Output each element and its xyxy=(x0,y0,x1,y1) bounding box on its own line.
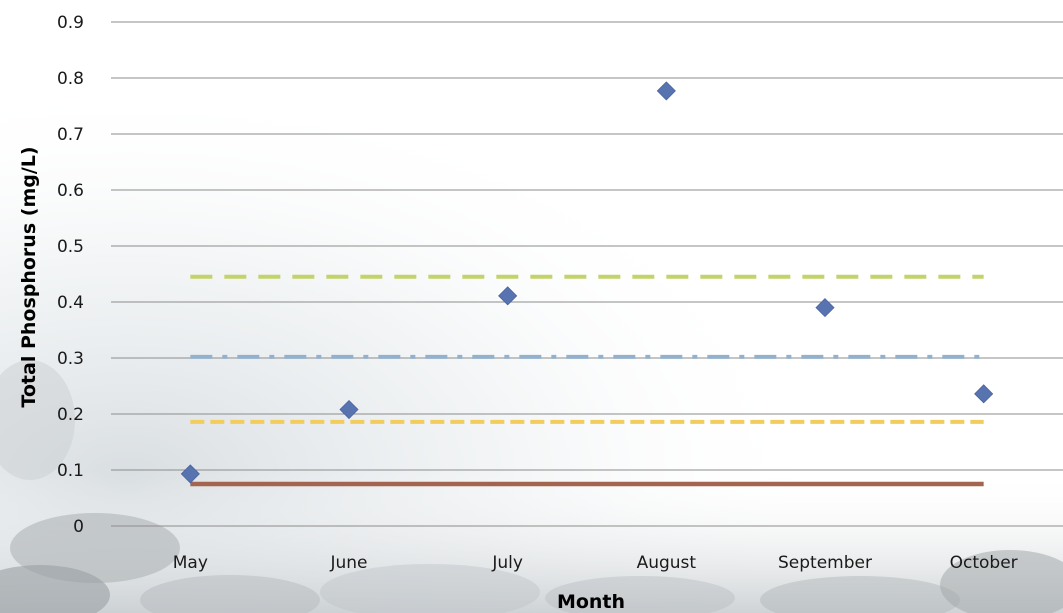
y-tick-label: 0.5 xyxy=(57,237,84,257)
data-points xyxy=(180,81,994,484)
x-tick-label: July xyxy=(491,553,523,573)
y-tick-label: 0.6 xyxy=(57,181,84,201)
y-axis-title: Total Phosphorus (mg/L) xyxy=(18,146,40,407)
reference-lines xyxy=(190,274,984,487)
data-point xyxy=(974,384,994,404)
y-tick-label: 0.2 xyxy=(57,405,84,425)
data-point xyxy=(498,286,518,306)
x-axis-title: Month xyxy=(557,591,625,613)
data-point xyxy=(180,464,200,484)
y-tick-label: 0.4 xyxy=(57,293,84,313)
x-axis-ticks: May June July August September October xyxy=(173,553,1018,573)
y-tick-label: 0 xyxy=(73,517,84,537)
y-tick-label: 0.7 xyxy=(57,125,84,145)
y-tick-label: 0.3 xyxy=(57,349,84,369)
data-point xyxy=(815,298,835,318)
data-point xyxy=(339,399,359,420)
y-axis-ticks: 0 0.1 0.2 0.3 0.4 0.5 0.6 0.7 0.8 0.9 xyxy=(57,13,84,537)
y-tick-label: 0.1 xyxy=(57,461,84,481)
x-tick-label: September xyxy=(778,553,872,573)
data-point xyxy=(656,81,676,101)
y-tick-label: 0.8 xyxy=(57,69,84,89)
x-tick-label: May xyxy=(173,553,208,573)
y-tick-label: 0.9 xyxy=(57,13,84,33)
x-tick-label: August xyxy=(637,553,697,573)
x-tick-label: October xyxy=(950,553,1018,573)
x-tick-label: June xyxy=(329,553,367,573)
